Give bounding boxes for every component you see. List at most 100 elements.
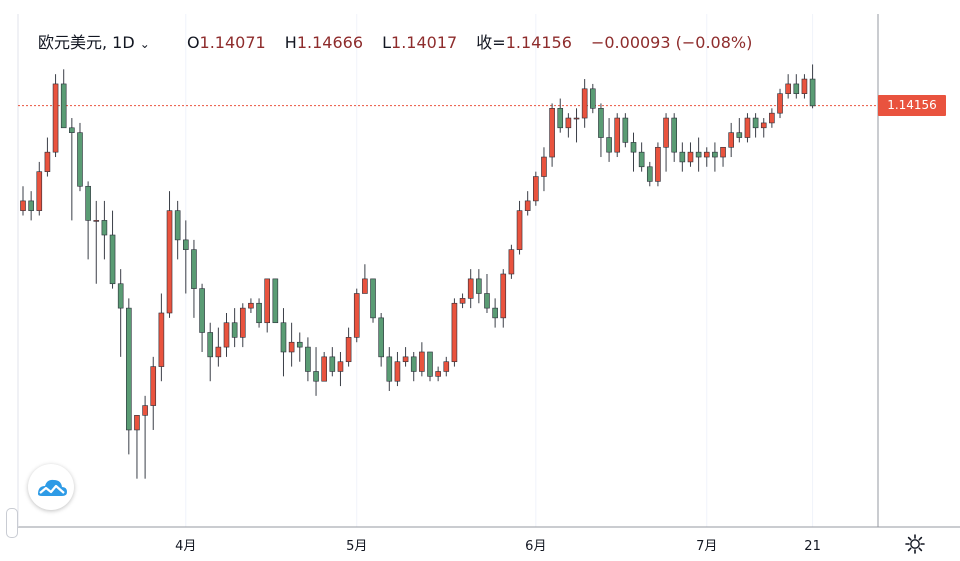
candle-body xyxy=(69,127,75,133)
candle-body xyxy=(378,317,384,358)
low-label: L xyxy=(382,33,392,52)
gear-icon[interactable] xyxy=(904,533,926,555)
candle-body xyxy=(174,210,181,241)
x-tick-label: 6月 xyxy=(525,539,546,554)
candle-body xyxy=(166,210,173,314)
candle-body xyxy=(752,117,759,129)
candle-body xyxy=(77,132,83,187)
candle-body xyxy=(565,117,572,129)
candle-body xyxy=(557,107,564,129)
candle-body xyxy=(345,337,352,363)
candle-body xyxy=(231,322,238,338)
candle-body xyxy=(158,312,165,367)
candle-body xyxy=(459,298,466,304)
x-tick-label: 5月 xyxy=(346,539,367,554)
candle-body xyxy=(663,117,669,148)
candle-body xyxy=(28,200,34,211)
open-label: O xyxy=(186,33,200,52)
candle-body xyxy=(313,371,319,382)
candle-body xyxy=(410,356,417,372)
candle-body xyxy=(386,356,393,382)
candle-body xyxy=(655,146,661,182)
candle-body xyxy=(207,332,214,358)
candle-body xyxy=(638,151,645,168)
candle-body xyxy=(443,361,450,372)
candle-body xyxy=(142,405,148,416)
candle-body xyxy=(85,185,91,221)
candle-body xyxy=(239,307,246,338)
candle-body xyxy=(150,366,157,406)
candle-body xyxy=(329,356,336,372)
candles-layer xyxy=(20,64,816,479)
open-value: 1.14071 xyxy=(199,33,266,52)
candle-body xyxy=(419,351,425,372)
candle-body xyxy=(337,361,344,372)
candle-body xyxy=(516,210,523,250)
candle-body xyxy=(223,322,230,348)
candle-body xyxy=(467,278,474,299)
high-label: H xyxy=(284,33,297,52)
candle-body xyxy=(671,117,678,153)
tradingview-cloud-icon[interactable] xyxy=(28,464,74,510)
time-axis-labels: 4月 5月 6月 7月 21 xyxy=(175,539,821,554)
x-tick-label: 21 xyxy=(804,539,821,554)
candle-body xyxy=(52,83,59,153)
candle-body xyxy=(777,93,783,114)
candle-body xyxy=(256,302,262,324)
candle-body xyxy=(646,166,653,182)
candle-body xyxy=(44,151,51,172)
candle-body xyxy=(581,88,588,119)
candle-body xyxy=(687,151,694,163)
candle-body xyxy=(353,293,360,338)
candle-body xyxy=(117,283,124,309)
candle-body xyxy=(370,278,376,319)
candle-body xyxy=(728,132,734,148)
x-tick-label: 4月 xyxy=(175,539,196,554)
candle-body xyxy=(703,151,710,158)
low-value: 1.14017 xyxy=(391,33,458,52)
close-label: 收= xyxy=(476,33,506,52)
candle-body xyxy=(362,278,368,294)
candle-body xyxy=(402,356,409,363)
candle-body xyxy=(109,234,116,285)
candle-body xyxy=(679,151,686,163)
candle-body xyxy=(36,171,43,211)
candle-body xyxy=(191,249,197,289)
candle-body xyxy=(199,288,205,333)
candle-body xyxy=(435,371,441,377)
candle-body xyxy=(606,137,612,153)
close-value: 1.14156 xyxy=(505,33,572,52)
candle-body xyxy=(476,278,482,294)
candle-body xyxy=(549,107,555,158)
candle-body xyxy=(484,293,490,309)
candle-body xyxy=(630,142,637,153)
candle-body xyxy=(809,78,816,107)
candle-body xyxy=(508,249,515,275)
candle-body xyxy=(93,220,100,222)
chart-header: 欧元美元, 1D ⌄ O1.14071 H1.14666 L1.14017 收=… xyxy=(38,29,752,53)
candle-body xyxy=(427,351,433,377)
chevron-down-icon[interactable]: ⌄ xyxy=(139,37,150,51)
candle-body xyxy=(215,346,222,358)
candle-body xyxy=(321,356,327,382)
candle-body xyxy=(305,346,311,372)
candle-body xyxy=(288,341,295,353)
candle-body xyxy=(524,200,531,211)
scroll-handle[interactable] xyxy=(6,508,18,538)
candle-body xyxy=(589,88,596,109)
candle-body xyxy=(541,156,547,177)
candle-body xyxy=(500,273,507,319)
symbol-interval[interactable]: 欧元美元, 1D xyxy=(38,33,135,52)
candle-body xyxy=(598,107,604,138)
candle-body xyxy=(801,78,808,94)
candle-body xyxy=(622,117,629,143)
candle-body xyxy=(272,278,279,324)
x-tick-label: 7月 xyxy=(696,539,717,554)
chart-grid xyxy=(185,14,814,527)
candle-body xyxy=(134,415,140,431)
candle-body xyxy=(614,117,621,153)
change-value: −0.00093 (−0.08%) xyxy=(590,33,753,52)
candle-body xyxy=(492,307,498,319)
candle-body xyxy=(736,132,743,138)
